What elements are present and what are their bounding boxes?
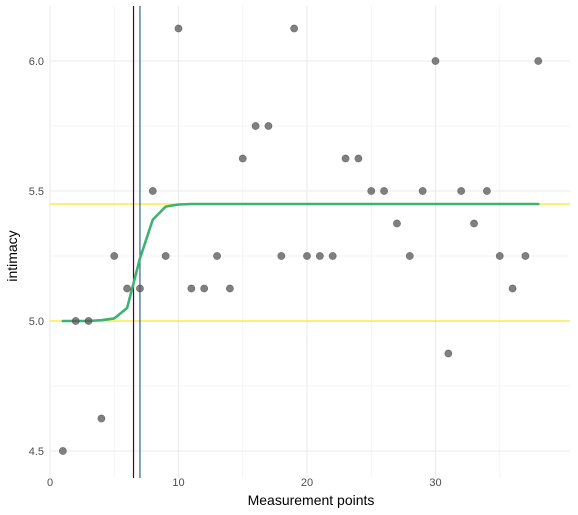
data-point xyxy=(174,24,183,33)
data-point xyxy=(97,414,106,423)
x-tick-label: 10 xyxy=(172,477,184,489)
data-point xyxy=(290,24,299,33)
data-point xyxy=(380,187,388,195)
fitted-curve xyxy=(61,202,540,323)
data-point xyxy=(303,252,311,260)
data-point xyxy=(328,252,337,260)
x-tick-label: 0 xyxy=(47,477,53,489)
data-point xyxy=(225,284,234,293)
data-point xyxy=(200,284,209,293)
data-point xyxy=(482,187,491,195)
data-point xyxy=(393,219,401,228)
x-tick-labels: 0 10 20 30 xyxy=(47,477,442,489)
data-point xyxy=(354,154,363,163)
data-point xyxy=(58,447,67,455)
grid-minor xyxy=(50,6,570,478)
scatter-points xyxy=(58,24,543,455)
data-point xyxy=(264,122,273,130)
data-point xyxy=(341,154,350,163)
data-point xyxy=(418,187,427,195)
y-tick-label: 5.5 xyxy=(29,186,44,198)
y-tick-label: 5.0 xyxy=(29,316,44,328)
data-point xyxy=(277,252,286,260)
data-point xyxy=(521,252,530,260)
data-point xyxy=(405,252,414,260)
y-tick-label: 6.0 xyxy=(29,56,44,68)
data-point xyxy=(251,122,260,130)
data-point xyxy=(71,317,80,325)
data-point xyxy=(367,187,376,195)
data-point xyxy=(508,284,517,293)
fitted-curve-line xyxy=(61,202,540,323)
data-point xyxy=(213,252,221,260)
data-point xyxy=(495,252,504,260)
data-point xyxy=(187,284,196,293)
data-point xyxy=(534,57,543,65)
data-point xyxy=(470,219,478,228)
data-point xyxy=(238,154,247,163)
y-tick-label: 4.5 xyxy=(29,446,44,458)
y-tick-labels: 4.5 5.0 5.5 6.0 xyxy=(29,56,44,458)
data-point xyxy=(84,317,93,325)
x-tick-label: 20 xyxy=(301,477,313,489)
y-axis-title: intimacy xyxy=(4,230,20,281)
x-axis-title: Measurement points xyxy=(248,492,375,508)
data-point xyxy=(444,349,453,358)
data-point xyxy=(136,284,144,293)
grid-major xyxy=(49,6,570,478)
data-point xyxy=(431,57,440,65)
data-point xyxy=(315,252,324,260)
vertical-reference-lines xyxy=(132,6,141,478)
data-point xyxy=(123,284,131,293)
x-tick-label: 30 xyxy=(429,477,441,489)
data-point xyxy=(161,252,170,260)
data-point xyxy=(457,187,466,195)
data-point xyxy=(148,187,157,195)
data-point xyxy=(110,252,119,260)
